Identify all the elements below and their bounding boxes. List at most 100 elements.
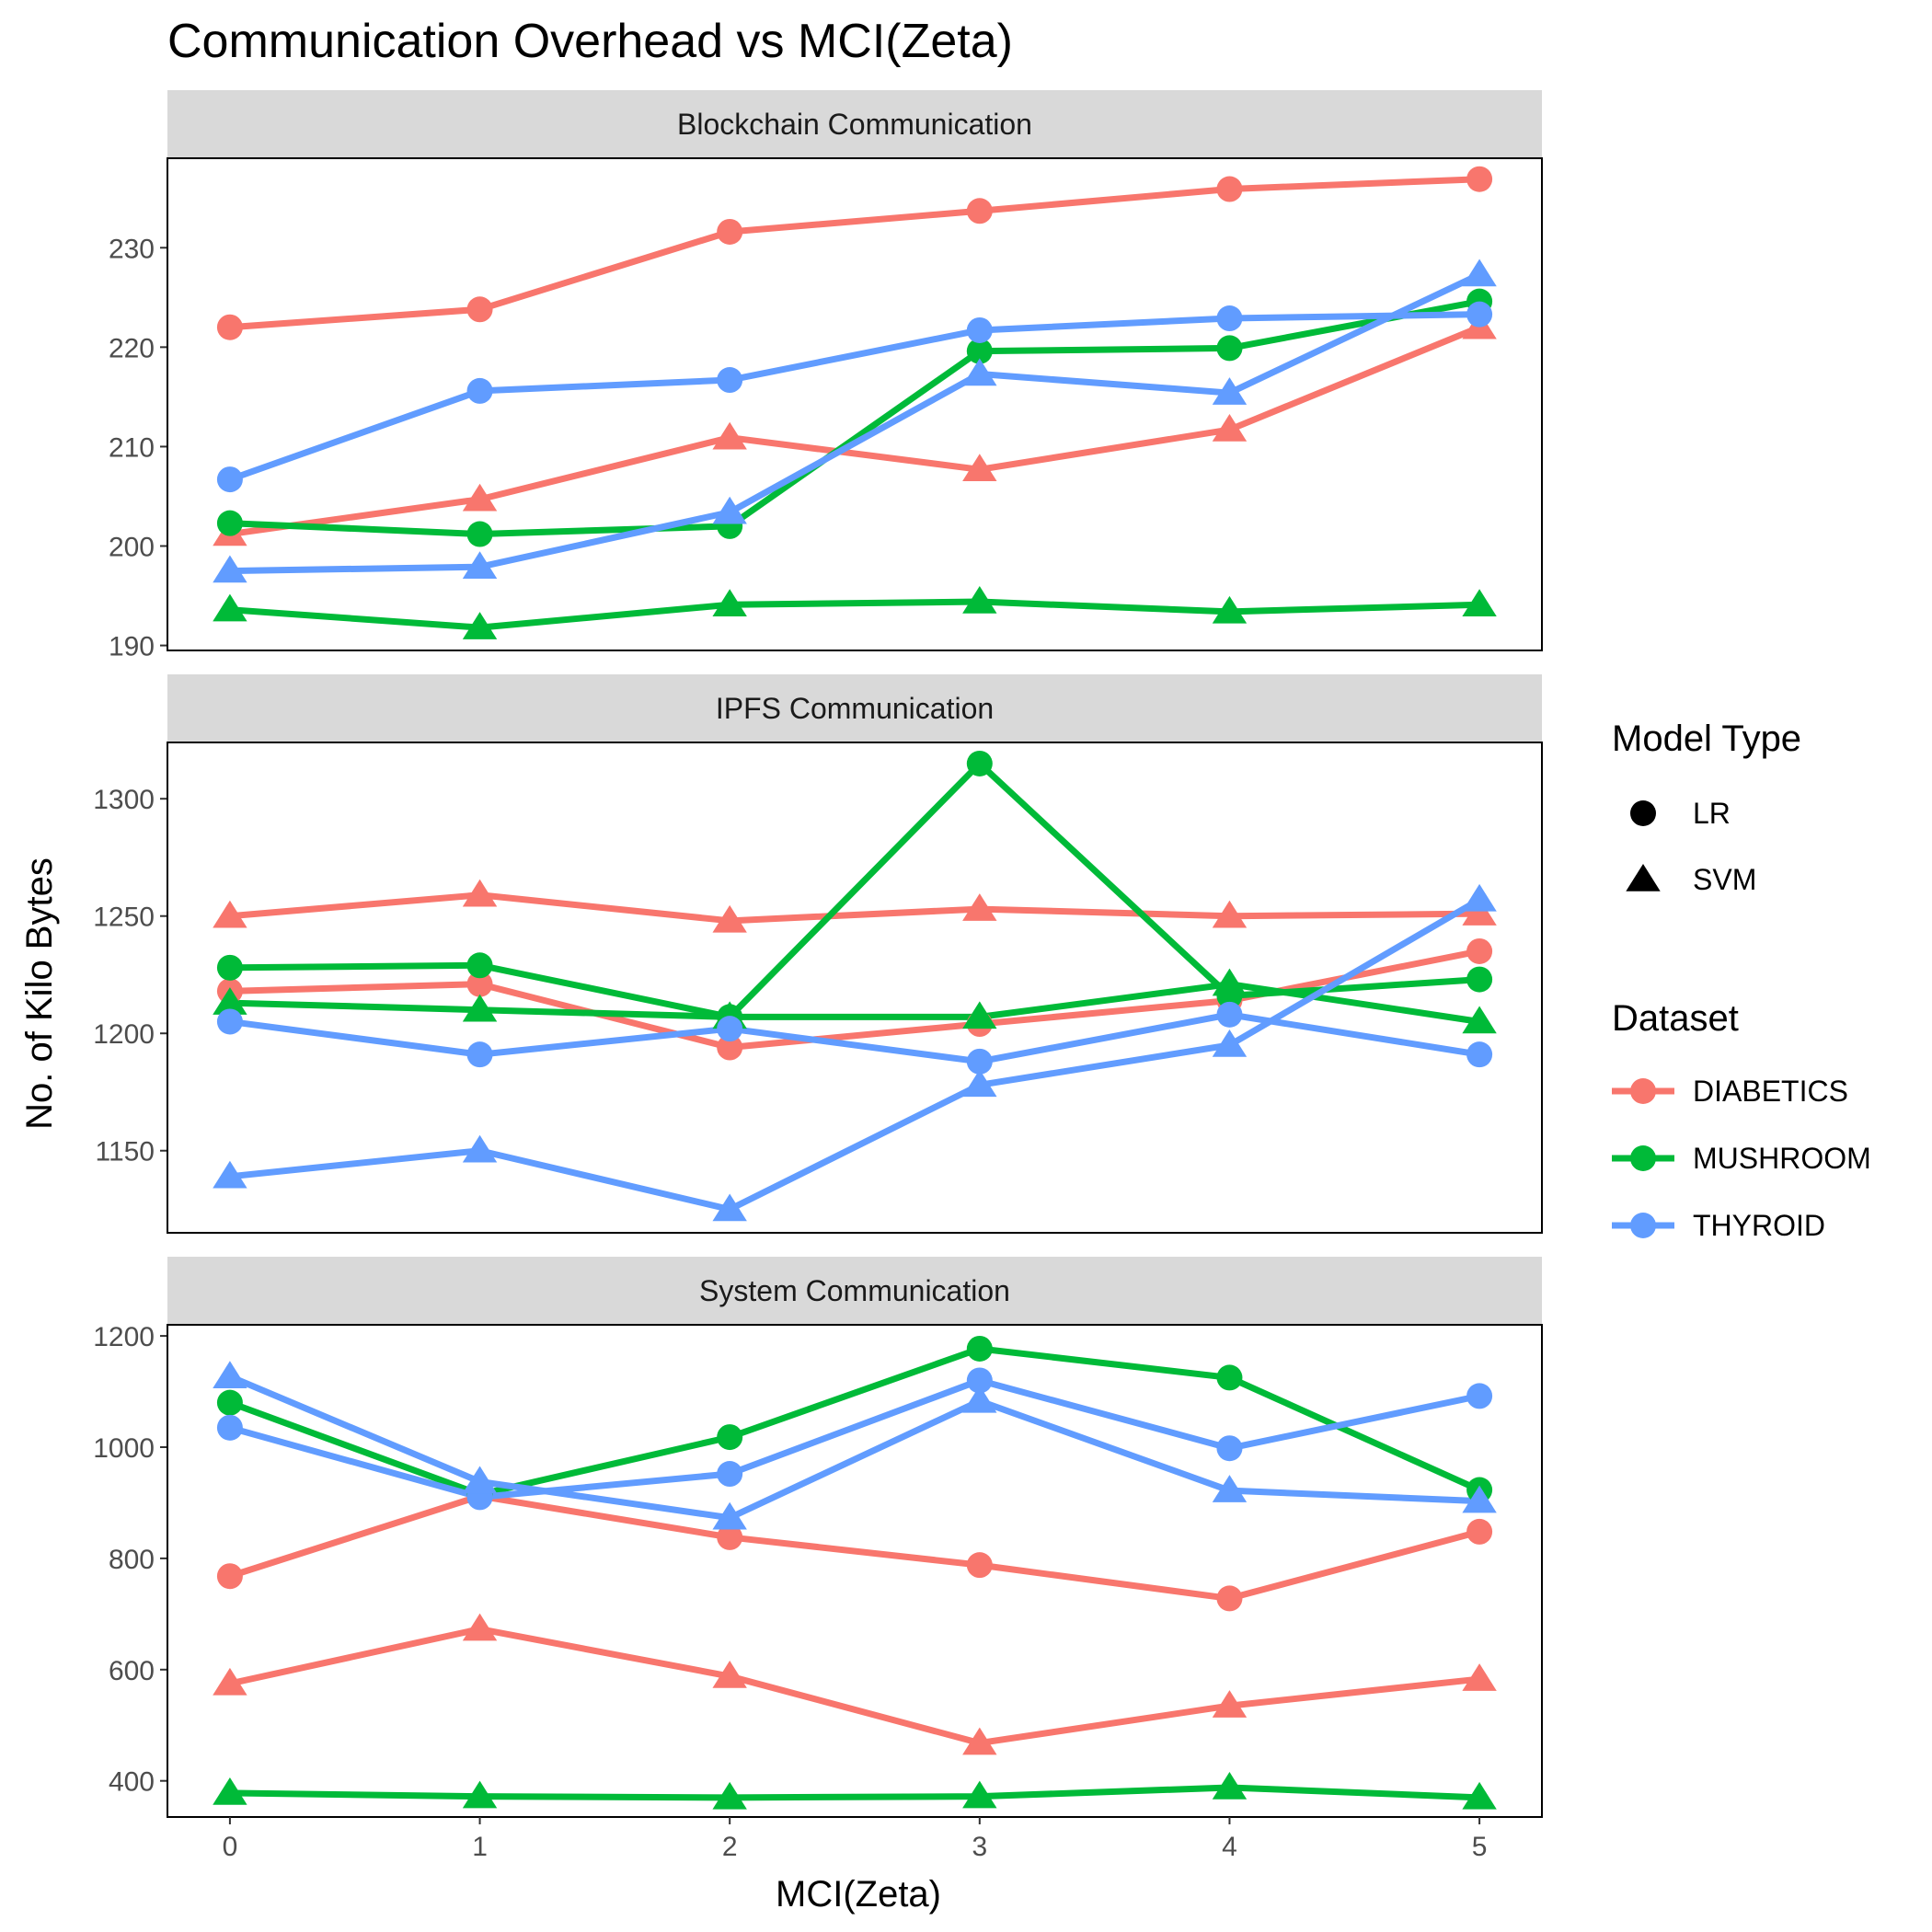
data-point-mushroom-svm <box>1212 1771 1248 1800</box>
data-point-diabetics-svm <box>213 900 247 928</box>
legend-label: MUSHROOM <box>1693 1142 1871 1175</box>
data-point-mushroom-lr <box>966 1335 993 1362</box>
data-point-mushroom-svm <box>712 589 747 617</box>
data-point-thyroid-lr <box>1216 1001 1243 1028</box>
data-point-mushroom-svm <box>1212 968 1248 996</box>
data-point-diabetics-svm <box>213 1667 247 1696</box>
data-point-mushroom-svm <box>1462 589 1497 617</box>
series-line-thyroid-lr <box>228 1376 1480 1501</box>
data-point-thyroid-svm <box>712 496 747 524</box>
series-line-thyroid-svm <box>228 1373 1480 1522</box>
series-line-mushroom-svm <box>229 598 1480 631</box>
x-tick-label: 0 <box>223 1832 238 1862</box>
data-point-thyroid-svm <box>712 1501 747 1530</box>
data-point-thyroid-svm <box>1212 377 1248 405</box>
y-tick-label: 1300 <box>93 785 155 815</box>
series-points <box>213 1335 1497 1810</box>
x-axis-title: MCI(Zeta) <box>776 1874 941 1915</box>
y-tick-label: 190 <box>109 632 155 662</box>
data-point-diabetics-svm <box>1212 414 1248 442</box>
series-line-thyroid-svm <box>229 896 1481 1213</box>
x-tick-label: 5 <box>1472 1832 1488 1862</box>
series-points <box>213 750 1497 1222</box>
data-point-diabetics-svm <box>1462 898 1497 926</box>
legend-color-items: DIABETICS MUSHROOM THYROID <box>1612 1075 1871 1242</box>
series-line-mushroom-lr <box>228 1345 1481 1498</box>
data-point-diabetics-svm <box>962 893 997 921</box>
data-point-mushroom-lr <box>1216 1364 1243 1391</box>
y-tick-label: 230 <box>109 234 155 264</box>
data-point-mushroom-svm <box>712 1781 747 1810</box>
data-point-mushroom-svm <box>213 1777 247 1805</box>
chart-title: Communication Overhead vs MCI(Zeta) <box>167 15 1013 68</box>
data-point-diabetics-svm <box>712 1661 747 1688</box>
data-point-mushroom-svm <box>213 987 247 1015</box>
facet-panel: Blockchain Communication 190 200 210 220 230 <box>109 90 1543 662</box>
series-lines <box>228 176 1481 631</box>
facet-strip <box>167 90 1542 158</box>
data-point-mushroom-svm <box>1212 595 1248 624</box>
data-point-mushroom-lr <box>1466 966 1493 993</box>
data-point-diabetics-lr <box>966 198 993 224</box>
data-point-thyroid-lr <box>1466 1041 1493 1068</box>
triangle-icon <box>1626 864 1661 891</box>
facet-strip <box>167 674 1542 742</box>
data-point-thyroid-lr <box>1466 1383 1493 1409</box>
y-tick-label: 800 <box>109 1545 155 1575</box>
data-point-diabetics-svm <box>1212 1690 1248 1718</box>
data-point-thyroid-svm <box>1462 259 1497 287</box>
legend-point-key <box>1630 1078 1656 1104</box>
data-point-mushroom-lr <box>966 750 993 776</box>
legend-label: SVM <box>1693 863 1756 896</box>
data-point-mushroom-lr <box>1216 335 1243 362</box>
series-line-thyroid-lr <box>228 311 1480 483</box>
data-point-thyroid-svm <box>712 1193 747 1222</box>
series-line-mushroom-svm <box>229 1784 1480 1801</box>
data-point-diabetics-svm <box>462 879 498 907</box>
data-point-thyroid-lr <box>1216 305 1243 332</box>
data-point-thyroid-svm <box>462 1134 498 1163</box>
data-point-thyroid-lr <box>966 1367 993 1394</box>
series-line-thyroid-svm <box>229 271 1481 575</box>
data-point-mushroom-svm <box>462 994 498 1022</box>
circle-icon <box>1630 800 1656 826</box>
legend-item-lr: LR <box>1630 797 1731 830</box>
series-points <box>213 166 1497 639</box>
data-point-mushroom-svm <box>462 612 498 639</box>
legend-label: LR <box>1693 797 1731 830</box>
panel-border <box>167 1324 1543 1818</box>
legend-label: THYROID <box>1693 1209 1825 1242</box>
data-point-thyroid-lr <box>966 1048 993 1075</box>
data-point-diabetics-lr <box>717 218 743 245</box>
x-tick-label: 2 <box>722 1832 738 1862</box>
series-line-diabetics-svm <box>229 891 1480 925</box>
facet-strip <box>167 1257 1542 1325</box>
data-point-diabetics-lr <box>717 1524 743 1550</box>
series-line-diabetics-lr <box>228 1492 1480 1602</box>
data-point-mushroom-svm <box>1462 1781 1497 1810</box>
data-point-thyroid-svm <box>1462 1485 1497 1513</box>
y-tick-label: 600 <box>109 1656 155 1686</box>
facets: Blockchain Communication190200210220230I… <box>93 90 1543 1862</box>
legend-shape-title: Model Type <box>1612 719 1801 759</box>
y-tick-label: 1250 <box>93 903 155 933</box>
data-point-diabetics-lr <box>1466 1518 1493 1545</box>
facet-panel: IPFS Communication 1150 1200 1250 1300 <box>93 674 1543 1234</box>
legend-item-thyroid: THYROID <box>1612 1209 1825 1242</box>
data-point-mushroom-svm <box>462 1780 498 1809</box>
y-tick-label: 1150 <box>95 1137 155 1167</box>
data-point-diabetics-lr <box>966 1552 993 1579</box>
series-line-mushroom-lr <box>229 760 1480 1020</box>
data-point-diabetics-lr <box>1216 176 1243 202</box>
legend-item-diabetics: DIABETICS <box>1612 1075 1848 1108</box>
data-point-diabetics-svm <box>962 1727 997 1755</box>
series-line-mushroom-lr <box>229 298 1480 538</box>
data-point-thyroid-lr <box>466 1041 493 1068</box>
data-point-thyroid-lr <box>717 367 743 394</box>
data-point-diabetics-svm <box>462 1613 498 1641</box>
data-point-mushroom-lr <box>216 954 243 981</box>
data-point-thyroid-svm <box>1212 1475 1248 1502</box>
facet-panel: System Communication 400 600 800 1000 1200 0 1 2… <box>93 1257 1543 1862</box>
series-line-diabetics-svm <box>229 324 1481 538</box>
